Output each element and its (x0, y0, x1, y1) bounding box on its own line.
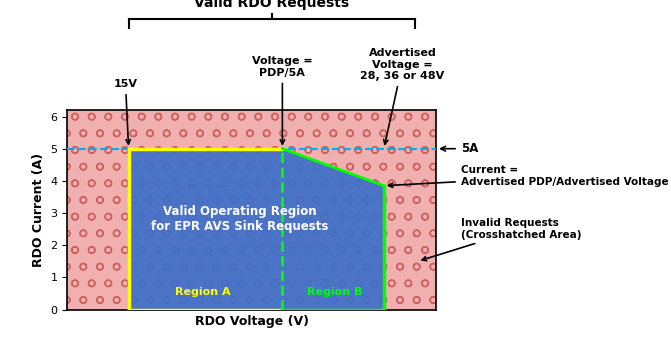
Text: Current =
Advertised PDP/Advertised Voltage: Current = Advertised PDP/Advertised Volt… (389, 165, 668, 187)
Text: Invalid Requests
(Crosshatched Area): Invalid Requests (Crosshatched Area) (422, 218, 581, 261)
X-axis label: RDO Voltage (V): RDO Voltage (V) (195, 315, 309, 328)
Text: 15V: 15V (113, 79, 138, 144)
Text: GRANITE RIVER LABS: GRANITE RIVER LABS (243, 240, 358, 250)
Y-axis label: RDO Current (A): RDO Current (A) (32, 153, 45, 267)
Text: Voltage =
PDP/5A: Voltage = PDP/5A (252, 56, 313, 144)
Text: 5A: 5A (441, 142, 478, 155)
Text: Region B: Region B (307, 287, 362, 297)
Text: Region A: Region A (174, 287, 230, 297)
Text: GRL: GRL (168, 184, 261, 223)
Polygon shape (129, 149, 384, 310)
Text: Valid RDO Requests: Valid RDO Requests (194, 0, 349, 10)
Text: Advertised
Voltage =
28, 36 or 48V: Advertised Voltage = 28, 36 or 48V (360, 48, 444, 144)
Text: Valid Operating Region
for EPR AVS Sink Requests: Valid Operating Region for EPR AVS Sink … (150, 205, 328, 234)
